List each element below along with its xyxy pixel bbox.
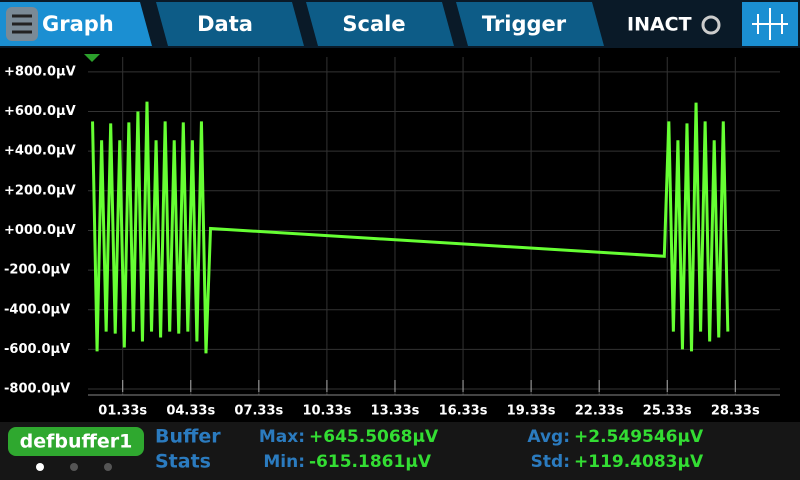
y-tick-label: +600.0µV bbox=[4, 104, 76, 119]
data-line bbox=[91, 101, 730, 354]
x-tick-label: 28.33s bbox=[711, 404, 760, 419]
x-tick-label: 04.33s bbox=[166, 404, 215, 419]
tab[interactable] bbox=[456, 2, 604, 46]
x-tick-label: 25.33s bbox=[643, 404, 692, 419]
y-tick-label: +000.0µV bbox=[4, 223, 76, 238]
x-tick-label: 01.33s bbox=[98, 404, 147, 419]
y-tick-label: -200.0µV bbox=[4, 263, 70, 278]
marker bbox=[84, 54, 100, 62]
y-tick-label: -600.0µV bbox=[4, 342, 70, 357]
tab-label: Data bbox=[197, 12, 253, 36]
x-tick-label: 16.33s bbox=[439, 404, 488, 419]
stat-value: +2.549546µV bbox=[574, 427, 704, 447]
x-tick-label: 22.33s bbox=[575, 404, 624, 419]
y-tick-label: +200.0µV bbox=[4, 183, 76, 198]
page-dot bbox=[36, 463, 44, 471]
stat-value: +119.4083µV bbox=[574, 452, 704, 472]
menu-icon bbox=[12, 14, 32, 34]
stat-label: Std: bbox=[531, 452, 570, 472]
stat-label: Avg: bbox=[527, 427, 570, 447]
tab[interactable] bbox=[156, 2, 304, 46]
x-tick-label: 10.33s bbox=[302, 404, 351, 419]
trigger-status: INACT bbox=[627, 14, 692, 36]
y-tick-label: +800.0µV bbox=[4, 64, 76, 79]
tab-label: Trigger bbox=[482, 12, 567, 36]
y-tick-label: -400.0µV bbox=[4, 302, 70, 317]
plot: +800.0µV +600.0µV +400.0µV +200.0µV +000.0µV… bbox=[4, 57, 780, 419]
tab-label: Scale bbox=[342, 12, 405, 36]
tab-label: Graph bbox=[42, 12, 114, 36]
stat-value: +645.5068µV bbox=[309, 427, 439, 447]
x-tick-label: 19.33s bbox=[507, 404, 556, 419]
buffer-button[interactable] bbox=[8, 427, 144, 456]
stat-label: Max: bbox=[259, 427, 305, 447]
page-dot bbox=[104, 463, 112, 471]
status-icon bbox=[701, 15, 721, 35]
stat-label: Min: bbox=[263, 452, 305, 472]
page-dot bbox=[70, 463, 78, 471]
x-tick-label: 07.33s bbox=[234, 404, 283, 419]
stats-heading: Stats bbox=[155, 451, 211, 473]
y-tick-label: -800.0µV bbox=[4, 382, 70, 397]
buffer-name: defbuffer1 bbox=[20, 431, 133, 453]
x-tick-label: 13.33s bbox=[371, 404, 420, 419]
y-tick-label: +400.0µV bbox=[4, 144, 76, 159]
stat-value: -615.1861µV bbox=[309, 452, 432, 472]
swipe-icon bbox=[752, 8, 788, 40]
stats-heading: Buffer bbox=[155, 426, 221, 448]
tab[interactable] bbox=[306, 2, 454, 46]
